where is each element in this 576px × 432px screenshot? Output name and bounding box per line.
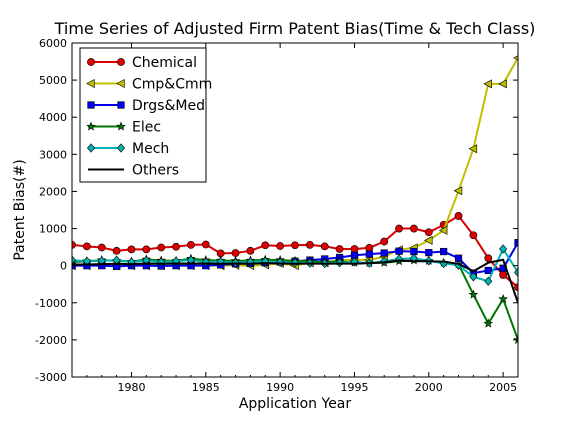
x-tick-label: 1995 bbox=[340, 381, 368, 394]
y-tick-label: 3000 bbox=[39, 148, 67, 161]
data-point-chemical bbox=[232, 249, 239, 256]
x-tick-label: 2005 bbox=[489, 381, 517, 394]
data-point-chemical bbox=[172, 243, 179, 250]
y-tick-label: 0 bbox=[60, 260, 67, 273]
data-point-chemical bbox=[202, 241, 209, 248]
data-point-chemical bbox=[425, 229, 432, 236]
data-point-chemical bbox=[143, 246, 150, 253]
data-point-chemical bbox=[187, 241, 194, 248]
y-tick-label: 2000 bbox=[39, 185, 67, 198]
y-axis-label: Patent Bias(#) bbox=[12, 159, 28, 260]
legend-label-cmp-cmm: Cmp&Cmm bbox=[132, 77, 212, 93]
x-tick-label: 1990 bbox=[266, 381, 294, 394]
data-point-chemical bbox=[277, 242, 284, 249]
data-point-chemical bbox=[262, 242, 269, 249]
data-point-drgs-med bbox=[381, 250, 388, 257]
x-tick-label: 2000 bbox=[415, 381, 443, 394]
legend-label-mech: Mech bbox=[132, 141, 169, 157]
data-point-chemical bbox=[455, 212, 462, 219]
data-point-chemical bbox=[291, 242, 298, 249]
data-point-chemical bbox=[306, 241, 313, 248]
y-tick-label: -3000 bbox=[35, 371, 67, 384]
y-tick-label: 4000 bbox=[39, 111, 67, 124]
legend-marker-drgs-med bbox=[88, 102, 95, 109]
legend-label-chemical: Chemical bbox=[132, 55, 197, 71]
data-point-chemical bbox=[485, 255, 492, 262]
data-point-chemical bbox=[336, 245, 343, 252]
legend-marker-chemical bbox=[87, 58, 94, 65]
legend-marker-drgs-med bbox=[118, 102, 125, 109]
data-point-chemical bbox=[410, 225, 417, 232]
chart-title: Time Series of Adjusted Firm Patent Bias… bbox=[54, 19, 536, 38]
data-point-drgs-med bbox=[366, 251, 373, 258]
y-tick-label: -1000 bbox=[35, 297, 67, 310]
data-point-chemical bbox=[247, 247, 254, 254]
data-point-chemical bbox=[321, 243, 328, 250]
y-tick-label: 1000 bbox=[39, 223, 67, 236]
data-point-chemical bbox=[83, 243, 90, 250]
x-tick-label: 1980 bbox=[117, 381, 145, 394]
legend-marker-chemical bbox=[117, 58, 124, 65]
legend-label-drgs-med: Drgs&Med bbox=[132, 98, 205, 114]
data-point-chemical bbox=[395, 225, 402, 232]
data-point-drgs-med bbox=[396, 248, 403, 255]
legend-label-elec: Elec bbox=[132, 120, 161, 136]
data-point-chemical bbox=[113, 247, 120, 254]
y-tick-label: -2000 bbox=[35, 334, 67, 347]
x-axis-label: Application Year bbox=[239, 396, 352, 412]
y-tick-label: 5000 bbox=[39, 74, 67, 87]
data-point-chemical bbox=[98, 244, 105, 251]
data-point-drgs-med bbox=[485, 267, 492, 274]
legend-label-others: Others bbox=[132, 163, 179, 179]
data-point-chemical bbox=[366, 244, 373, 251]
data-point-chemical bbox=[500, 271, 507, 278]
legend: Chemical Cmp&Cmm Drgs&Med Elec Mech Others bbox=[80, 48, 212, 182]
y-tick-label: 6000 bbox=[39, 37, 67, 50]
data-point-chemical bbox=[470, 232, 477, 239]
data-point-drgs-med bbox=[440, 248, 447, 255]
data-point-chemical bbox=[381, 238, 388, 245]
data-point-chemical bbox=[158, 244, 165, 251]
data-point-drgs-med bbox=[426, 249, 433, 256]
x-tick-label: 1985 bbox=[192, 381, 220, 394]
data-point-chemical bbox=[351, 245, 358, 252]
data-point-chemical bbox=[128, 246, 135, 253]
